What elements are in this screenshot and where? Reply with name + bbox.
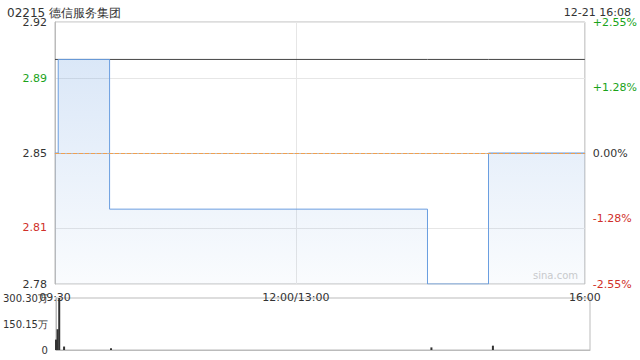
svg-text:+1.28%: +1.28%: [593, 81, 637, 94]
svg-text:2.81: 2.81: [23, 221, 48, 234]
svg-text:2.85: 2.85: [23, 147, 48, 160]
svg-text:-1.28%: -1.28%: [593, 212, 632, 225]
svg-text:+2.55%: +2.55%: [592, 15, 637, 29]
svg-text:150.15万: 150.15万: [3, 319, 48, 330]
svg-text:0: 0: [42, 345, 48, 356]
svg-text:0.00%: 0.00%: [593, 147, 628, 160]
svg-text:2.92: 2.92: [22, 15, 47, 29]
svg-text:09:30: 09:30: [39, 291, 71, 304]
svg-text:02215 德信服务集团: 02215 德信服务集团: [7, 6, 121, 20]
svg-text:300.30万: 300.30万: [3, 292, 48, 304]
svg-text:2.78: 2.78: [23, 278, 48, 291]
svg-text:16:00: 16:00: [569, 291, 601, 304]
svg-text:12-21 16:08: 12-21 16:08: [564, 6, 631, 19]
svg-text:2.89: 2.89: [23, 72, 48, 85]
svg-text:12:00/13:00: 12:00/13:00: [262, 291, 329, 304]
svg-text:-2.55%: -2.55%: [593, 278, 632, 291]
